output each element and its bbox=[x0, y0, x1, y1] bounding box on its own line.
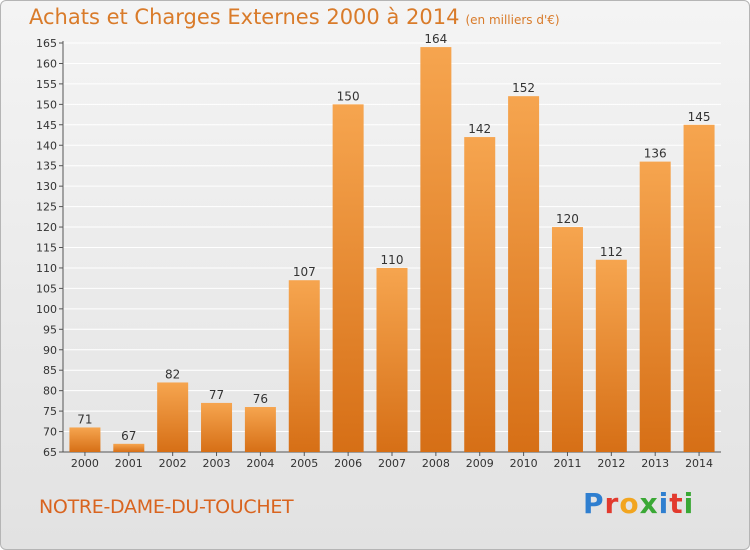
logo-letter: t bbox=[669, 487, 684, 520]
data-label: 71 bbox=[77, 412, 92, 426]
x-tick-label: 2001 bbox=[115, 457, 143, 470]
y-tick-label: 125 bbox=[36, 201, 57, 214]
city-name: NOTRE-DAME-DU-TOUCHET bbox=[39, 496, 294, 518]
data-label: 67 bbox=[121, 429, 136, 443]
logo-letter: i bbox=[683, 487, 695, 520]
logo-letter: r bbox=[604, 487, 620, 520]
data-label: 107 bbox=[293, 265, 316, 279]
y-tick-label: 70 bbox=[43, 426, 57, 439]
x-tick-label: 2002 bbox=[159, 457, 187, 470]
proxiti-logo[interactable]: Proxiti bbox=[583, 487, 694, 520]
bar-2006 bbox=[332, 104, 364, 452]
logo-letter: o bbox=[619, 487, 640, 520]
bar-2002 bbox=[157, 382, 189, 452]
x-tick-label: 2005 bbox=[290, 457, 318, 470]
data-label: 77 bbox=[209, 388, 224, 402]
x-tick-label: 2011 bbox=[553, 457, 581, 470]
bar-2001 bbox=[113, 443, 145, 452]
y-tick-label: 135 bbox=[36, 160, 57, 173]
data-label: 164 bbox=[424, 32, 447, 46]
y-tick-label: 105 bbox=[36, 282, 57, 295]
y-tick-label: 155 bbox=[36, 78, 57, 91]
y-tick-label: 85 bbox=[43, 364, 57, 377]
y-tick-label: 80 bbox=[43, 385, 57, 398]
bar-2004 bbox=[244, 407, 276, 452]
bar-2005 bbox=[288, 280, 320, 452]
y-tick-label: 145 bbox=[36, 119, 57, 132]
chart-subtitle: (en milliers d'€) bbox=[465, 13, 560, 27]
x-tick-label: 2000 bbox=[71, 457, 99, 470]
x-tick-label: 2003 bbox=[203, 457, 231, 470]
x-tick-label: 2008 bbox=[422, 457, 450, 470]
bar-2009 bbox=[464, 137, 496, 452]
x-tick-label: 2010 bbox=[510, 457, 538, 470]
y-tick-label: 100 bbox=[36, 303, 57, 316]
data-label: 112 bbox=[600, 245, 623, 259]
data-label: 142 bbox=[468, 122, 491, 136]
y-tick-label: 150 bbox=[36, 98, 57, 111]
data-labels: 71 67 82 77 76 107 150 110 164 142 152 120 112 136 145 bbox=[77, 32, 710, 443]
chart-title: Achats et Charges Externes 2000 à 2014 (e… bbox=[29, 5, 560, 29]
y-tick-label: 115 bbox=[36, 242, 57, 255]
data-label: 150 bbox=[337, 89, 360, 103]
y-tick-label: 65 bbox=[43, 446, 57, 459]
bar-2010 bbox=[508, 96, 540, 453]
bar-2003 bbox=[201, 402, 233, 452]
bar-2012 bbox=[595, 259, 627, 452]
data-label: 136 bbox=[644, 147, 667, 161]
y-tick-label: 110 bbox=[36, 262, 57, 275]
logo-letter: x bbox=[639, 487, 659, 520]
y-tick-labels: 65 70 75 80 85 90 95 100 105 110 115 120 125 130 135 14… bbox=[36, 37, 57, 459]
bar-2000 bbox=[69, 427, 101, 452]
y-tick-label: 130 bbox=[36, 180, 57, 193]
x-tick-label: 2006 bbox=[334, 457, 362, 470]
y-tick-label: 165 bbox=[36, 37, 57, 50]
x-tick-labels: 2000 2001 2002 2003 2004 2005 2006 2007 2008 2009… bbox=[71, 452, 713, 470]
y-tick-label: 120 bbox=[36, 221, 57, 234]
x-tick-label: 2013 bbox=[641, 457, 669, 470]
data-label: 76 bbox=[253, 392, 268, 406]
x-tick-label: 2009 bbox=[466, 457, 494, 470]
data-label: 82 bbox=[165, 367, 180, 381]
bar-2013 bbox=[639, 161, 671, 453]
x-tick-label: 2004 bbox=[246, 457, 274, 470]
bar-2014 bbox=[683, 124, 715, 453]
x-tick-label: 2012 bbox=[597, 457, 625, 470]
y-tick-label: 140 bbox=[36, 139, 57, 152]
logo-letter: i bbox=[658, 487, 670, 520]
data-label: 120 bbox=[556, 212, 579, 226]
x-tick-label: 2014 bbox=[685, 457, 713, 470]
y-tick-label: 95 bbox=[43, 323, 57, 336]
x-tick-label: 2007 bbox=[378, 457, 406, 470]
y-tick-label: 90 bbox=[43, 344, 57, 357]
data-label: 110 bbox=[381, 253, 404, 267]
y-tick-label: 75 bbox=[43, 405, 57, 418]
chart-title-text: Achats et Charges Externes 2000 à 2014 bbox=[29, 5, 460, 29]
bars bbox=[69, 47, 715, 453]
bar-2008 bbox=[420, 47, 452, 453]
logo-letter: P bbox=[583, 487, 605, 520]
data-label: 145 bbox=[688, 110, 711, 124]
y-tick-label: 160 bbox=[36, 57, 57, 70]
bar-2007 bbox=[376, 267, 408, 452]
data-label: 152 bbox=[512, 81, 535, 95]
bar-2011 bbox=[551, 227, 583, 452]
